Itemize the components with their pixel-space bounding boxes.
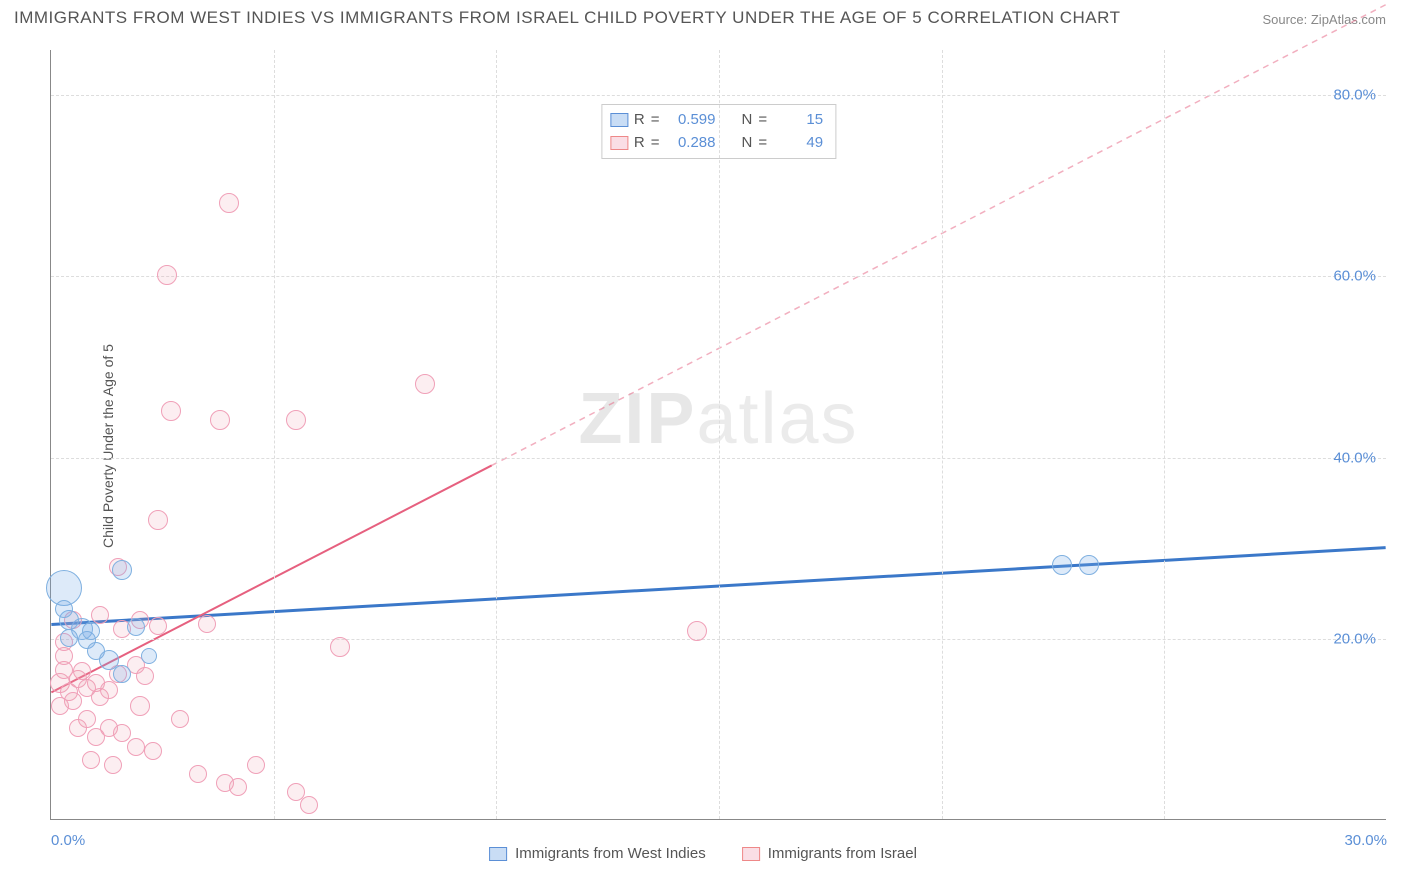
stat-eq: = [758,109,767,132]
stats-row-blue: R=0.599N=15 [610,109,823,132]
stat-r-value: 0.599 [666,109,716,132]
scatter-point-pink [171,710,189,728]
stat-r-label: R [634,109,645,132]
gridline-vertical [942,50,943,819]
scatter-point-pink [330,637,350,657]
scatter-point-blue [1079,555,1099,575]
scatter-point-pink [51,697,69,715]
scatter-point-pink [198,615,216,633]
stat-n-value: 49 [773,132,823,155]
scatter-point-pink [157,265,177,285]
plot-area: ZIPatlas R=0.599N=15R=0.288N=49 20.0%40.… [50,50,1386,820]
scatter-point-pink [300,796,318,814]
scatter-point-pink [415,374,435,394]
scatter-point-pink [210,410,230,430]
scatter-point-pink [247,756,265,774]
y-tick-label: 80.0% [1333,87,1376,104]
scatter-point-pink [189,765,207,783]
swatch-blue [489,847,507,861]
gridline-vertical [496,50,497,819]
legend-item-pink: Immigrants from Israel [742,845,917,862]
scatter-point-pink [687,621,707,641]
stat-n-label: N [742,109,753,132]
y-tick-label: 60.0% [1333,268,1376,285]
scatter-point-pink [161,401,181,421]
scatter-point-pink [229,778,247,796]
scatter-point-pink [148,510,168,530]
legend-label: Immigrants from West Indies [515,845,706,862]
stats-row-pink: R=0.288N=49 [610,132,823,155]
source-label: Source: [1262,12,1310,27]
scatter-point-pink [144,742,162,760]
source-link[interactable]: ZipAtlas.com [1311,12,1386,27]
stat-eq: = [651,132,660,155]
swatch-pink [742,847,760,861]
source-attribution: Source: ZipAtlas.com [1262,12,1386,27]
stat-r-value: 0.288 [666,132,716,155]
stat-eq: = [651,109,660,132]
gridline-vertical [1164,50,1165,819]
gridline-vertical [719,50,720,819]
scatter-point-blue [112,560,132,580]
y-tick-label: 20.0% [1333,630,1376,647]
scatter-point-blue [127,618,145,636]
scatter-point-pink [130,696,150,716]
stat-n-value: 15 [773,109,823,132]
swatch-pink [610,136,628,150]
trendline-pink-extrapolated [492,5,1386,466]
scatter-point-pink [286,410,306,430]
scatter-point-pink [149,617,167,635]
legend-label: Immigrants from Israel [768,845,917,862]
legend: Immigrants from West Indies Immigrants fr… [489,845,917,862]
scatter-point-pink [104,756,122,774]
stat-eq: = [758,132,767,155]
scatter-point-pink [69,719,87,737]
scatter-point-pink [127,738,145,756]
swatch-blue [610,113,628,127]
stat-n-label: N [742,132,753,155]
chart-title: IMMIGRANTS FROM WEST INDIES VS IMMIGRANT… [14,8,1120,28]
x-tick-label: 30.0% [1344,832,1387,849]
watermark-atlas: atlas [696,379,858,459]
scatter-point-blue [82,622,100,640]
gridline-vertical [274,50,275,819]
scatter-point-pink [219,193,239,213]
stat-r-label: R [634,132,645,155]
scatter-point-blue [60,629,78,647]
scatter-point-blue [141,648,157,664]
legend-item-blue: Immigrants from West Indies [489,845,706,862]
x-tick-label: 0.0% [51,832,85,849]
scatter-point-blue [55,600,73,618]
scatter-point-blue [1052,555,1072,575]
scatter-point-pink [82,751,100,769]
scatter-point-pink [100,681,118,699]
watermark-zip: ZIP [578,379,696,459]
scatter-point-blue [113,665,131,683]
y-tick-label: 40.0% [1333,449,1376,466]
